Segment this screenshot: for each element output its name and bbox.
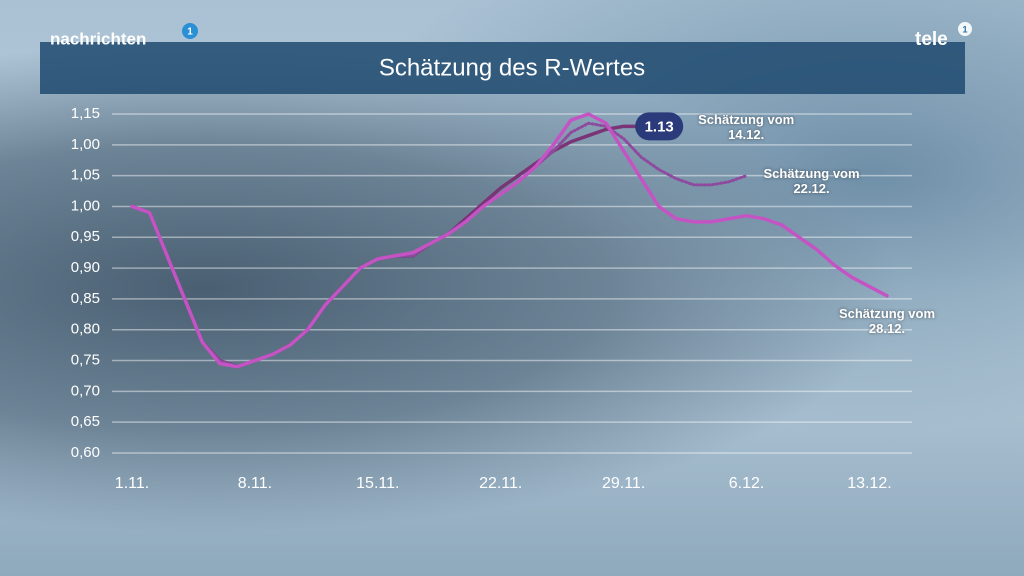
series-line bbox=[130, 112, 889, 369]
y-tick-label: 0,95 bbox=[71, 228, 100, 245]
x-tick-label: 29.11. bbox=[602, 475, 645, 492]
logo-right-badge: 1 bbox=[962, 24, 967, 34]
y-tick-label: 0,70 bbox=[71, 382, 100, 399]
series-line bbox=[130, 124, 643, 369]
y-tick-label: 0,90 bbox=[71, 259, 100, 276]
y-tick-label: 0,80 bbox=[71, 321, 100, 338]
logo-left-badge: 1 bbox=[187, 27, 193, 38]
title-bar bbox=[40, 42, 965, 94]
logo-badge bbox=[182, 23, 198, 39]
y-tick-label: 1,00 bbox=[71, 136, 100, 153]
x-tick-label: 22.11. bbox=[479, 475, 522, 492]
x-tick-label: 1.11. bbox=[115, 475, 149, 492]
x-tick-label: 13.12. bbox=[847, 475, 891, 492]
y-tick-label: 0,65 bbox=[71, 413, 100, 430]
y-tick-label: 1,05 bbox=[71, 167, 100, 184]
y-tick-label: 0,85 bbox=[71, 290, 100, 307]
logo-right: tele bbox=[915, 29, 948, 50]
series-label: Schätzung vom 14.12. bbox=[698, 112, 795, 143]
logo-left: nachrichten bbox=[50, 29, 146, 48]
y-tick-label: 1,00 bbox=[71, 197, 100, 214]
y-tick-label: 0,60 bbox=[71, 444, 100, 461]
x-tick-label: 15.11. bbox=[356, 475, 399, 492]
series-label: Schätzung vom 28.12. bbox=[838, 305, 936, 336]
chart-title: Schätzung des R-Wertes bbox=[379, 54, 645, 81]
logo-badge bbox=[958, 22, 972, 36]
x-tick-label: 6.12. bbox=[729, 475, 765, 492]
value-badge bbox=[635, 112, 684, 141]
y-tick-label: 1,15 bbox=[71, 105, 100, 122]
series-label: Schätzung vom 22.12. bbox=[763, 165, 860, 196]
x-tick-label: 8.11. bbox=[238, 475, 272, 492]
y-tick-label: 0,75 bbox=[71, 352, 100, 369]
value-label: 1.13 bbox=[645, 118, 674, 135]
